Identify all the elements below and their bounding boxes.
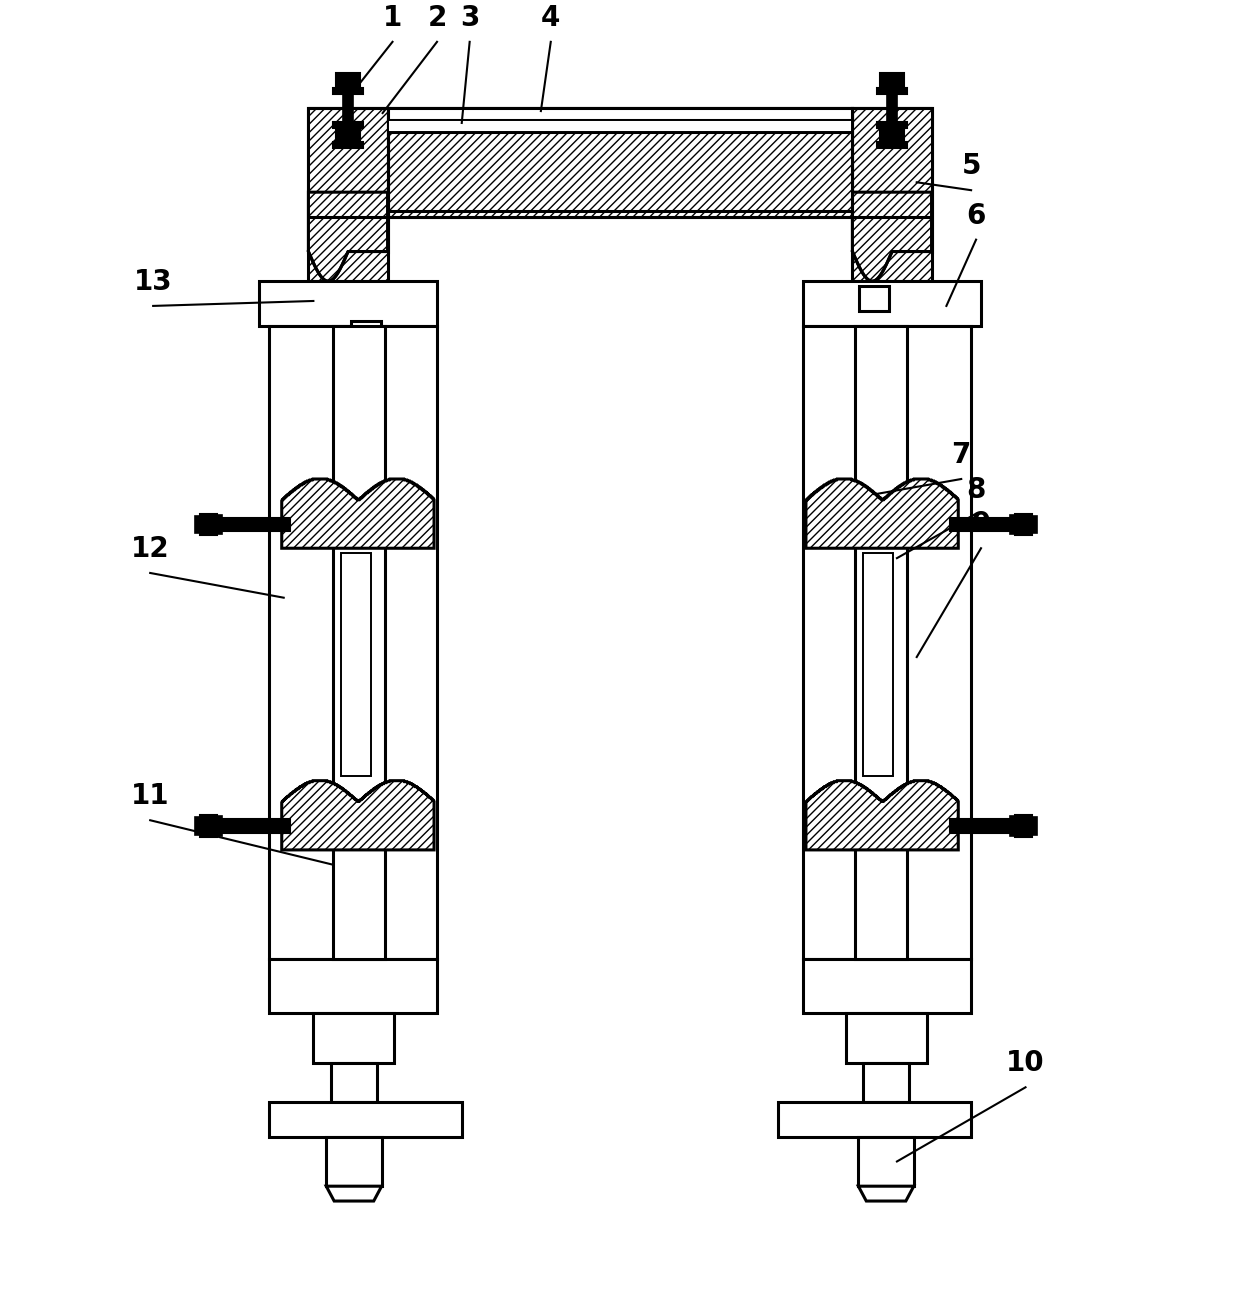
Bar xyxy=(343,95,353,122)
Bar xyxy=(887,95,897,122)
Bar xyxy=(863,1063,909,1102)
Bar xyxy=(309,107,388,281)
Text: 3: 3 xyxy=(460,4,480,32)
Bar xyxy=(852,107,931,251)
Text: 7: 7 xyxy=(951,442,971,469)
Bar xyxy=(314,1013,394,1063)
Bar xyxy=(195,817,200,835)
Bar xyxy=(309,107,388,251)
Polygon shape xyxy=(806,781,959,850)
Bar xyxy=(1033,515,1038,534)
Bar xyxy=(388,107,852,133)
Bar xyxy=(858,1137,914,1186)
Bar xyxy=(1009,816,1014,837)
Bar xyxy=(222,820,290,833)
Bar xyxy=(269,1102,461,1137)
Text: 4: 4 xyxy=(541,4,560,32)
Bar xyxy=(388,107,852,120)
Text: 10: 10 xyxy=(1006,1049,1045,1077)
Bar xyxy=(854,107,930,216)
Bar xyxy=(351,321,381,346)
Text: 11: 11 xyxy=(131,782,170,811)
Bar xyxy=(217,816,222,837)
Polygon shape xyxy=(281,781,434,850)
Bar xyxy=(779,1102,971,1137)
Bar xyxy=(846,1013,926,1063)
Bar xyxy=(388,133,852,216)
Bar xyxy=(388,120,852,132)
Bar xyxy=(326,1137,382,1186)
Bar xyxy=(334,122,363,128)
Polygon shape xyxy=(281,479,434,548)
Text: 6: 6 xyxy=(966,202,986,229)
Text: 8: 8 xyxy=(966,475,986,504)
Bar xyxy=(217,514,222,535)
Bar xyxy=(334,88,363,95)
Text: 2: 2 xyxy=(428,4,446,32)
Polygon shape xyxy=(326,1186,382,1200)
Bar xyxy=(1009,514,1014,535)
Bar xyxy=(950,518,1009,531)
Bar xyxy=(200,816,217,837)
Bar xyxy=(880,74,904,88)
Polygon shape xyxy=(806,479,959,548)
Bar xyxy=(877,88,906,95)
Bar xyxy=(331,1063,377,1102)
Bar xyxy=(877,122,906,128)
Bar xyxy=(388,120,852,132)
Bar xyxy=(336,74,360,88)
Bar xyxy=(1014,514,1033,535)
Bar xyxy=(863,553,893,776)
Text: 5: 5 xyxy=(961,153,981,180)
Bar xyxy=(336,128,360,141)
Bar xyxy=(269,958,436,1013)
Bar xyxy=(388,123,852,133)
Bar xyxy=(341,553,371,776)
Bar xyxy=(388,107,852,120)
Bar xyxy=(200,514,217,535)
Text: 1: 1 xyxy=(383,4,402,32)
Bar xyxy=(856,326,906,958)
Bar xyxy=(1033,817,1038,835)
Bar xyxy=(852,107,931,281)
Bar xyxy=(804,958,971,1013)
Bar xyxy=(950,820,1009,833)
Bar xyxy=(1014,816,1033,837)
Polygon shape xyxy=(309,192,388,281)
Polygon shape xyxy=(858,1186,914,1200)
Polygon shape xyxy=(852,192,931,281)
Bar xyxy=(195,515,200,534)
Bar xyxy=(804,326,971,958)
Bar xyxy=(388,132,852,211)
Bar xyxy=(334,141,363,148)
Bar xyxy=(269,326,436,958)
Bar xyxy=(859,286,889,311)
Bar xyxy=(804,281,981,326)
Bar xyxy=(259,281,436,326)
Bar xyxy=(877,141,906,148)
Bar xyxy=(222,518,290,531)
Bar xyxy=(310,107,387,216)
Text: 13: 13 xyxy=(134,268,172,297)
Bar xyxy=(880,128,904,141)
Text: 9: 9 xyxy=(971,510,991,539)
Text: 12: 12 xyxy=(131,535,170,563)
Bar xyxy=(334,326,384,958)
